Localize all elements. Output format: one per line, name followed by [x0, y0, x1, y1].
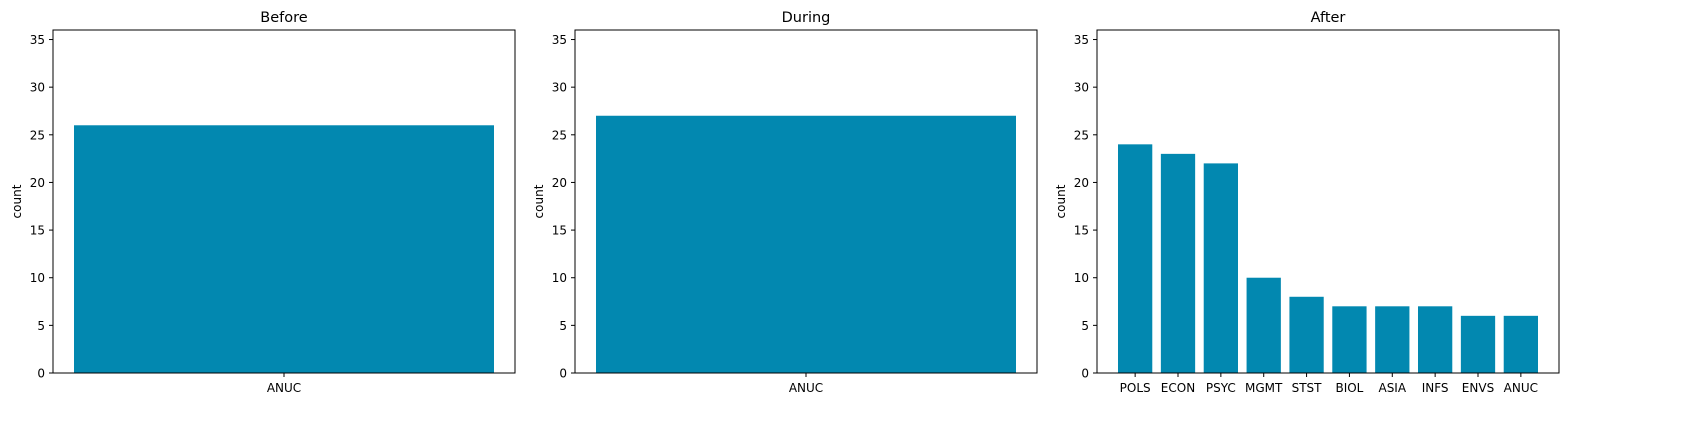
plot-frame — [52, 29, 516, 374]
chart-panel-3: POLS ECON PSYC MGMT STST BIOL ASIA INFS ENVS ANUC… — [1054, 10, 1560, 395]
x-tick-label: ANUC — [1504, 381, 1538, 395]
bar-envs — [1460, 315, 1496, 373]
x-tick-label: INFS — [1422, 381, 1449, 395]
y-tick-label: 35 — [552, 33, 567, 47]
y-tick-label: 5 — [559, 319, 567, 333]
y-tick-label: 15 — [1074, 224, 1089, 238]
bar-stst — [1289, 296, 1324, 373]
y-tick-label: 30 — [1074, 81, 1089, 95]
y-axis-label: count — [1054, 184, 1068, 218]
y-tick-label: 5 — [1081, 319, 1089, 333]
bar-pols — [1118, 144, 1153, 373]
y-tick-label: 20 — [552, 176, 567, 190]
x-tick-label: ENVS — [1462, 381, 1494, 395]
chart-title: After — [1311, 10, 1346, 26]
bars — [74, 125, 494, 374]
plot-frame — [574, 29, 1038, 374]
x-tick-label: ECON — [1161, 381, 1195, 395]
bar-asia — [1375, 306, 1410, 373]
bar-psyc — [1203, 163, 1238, 373]
y-tick-label: 25 — [552, 128, 567, 142]
y-tick-label: 20 — [30, 176, 45, 190]
y-tick-label: 10 — [552, 271, 567, 285]
x-tick-label: ASIA — [1378, 381, 1406, 395]
y-tick-label: 10 — [1074, 271, 1089, 285]
bar-anuc — [74, 125, 494, 374]
chart-panel-1: ANUC 0 5 10 15 20 25 30 35 Before count — [10, 10, 516, 395]
y-tick-label: 20 — [1074, 176, 1089, 190]
y-tick-label: 15 — [552, 224, 567, 238]
bars — [596, 115, 1016, 373]
chart-panel-2: ANUC 0 5 10 15 20 25 30 35 During count — [532, 10, 1038, 395]
y-tick-label: 5 — [37, 319, 45, 333]
x-tick-label: MGMT — [1245, 381, 1283, 395]
bar-mgmt — [1246, 277, 1281, 373]
y-tick-label: 0 — [559, 367, 567, 381]
y-axis-label: count — [532, 184, 546, 218]
x-tick-label: ANUC — [267, 381, 301, 395]
y-tick-label: 15 — [30, 224, 45, 238]
bars — [1118, 144, 1538, 373]
bar-biol — [1332, 306, 1367, 373]
y-tick-label: 25 — [1074, 128, 1089, 142]
chart-title: Before — [260, 10, 307, 26]
y-tick-label: 30 — [552, 81, 567, 95]
y-tick-label: 0 — [1081, 367, 1089, 381]
plot-frame — [1096, 29, 1560, 374]
x-tick-label: STST — [1292, 381, 1323, 395]
x-tick-label: BIOL — [1335, 381, 1363, 395]
chart-title: During — [782, 10, 831, 26]
x-tick-label: PSYC — [1206, 381, 1236, 395]
x-tick-label: ANUC — [789, 381, 823, 395]
y-tick-label: 10 — [30, 271, 45, 285]
bar-anuc — [1503, 315, 1538, 373]
bar-anuc — [596, 115, 1016, 373]
bar-infs — [1418, 306, 1453, 373]
y-axis-label: count — [10, 184, 24, 218]
bar-econ — [1160, 153, 1196, 373]
y-tick-label: 30 — [30, 81, 45, 95]
y-tick-label: 35 — [1074, 33, 1089, 47]
y-tick-label: 0 — [37, 367, 45, 381]
y-tick-label: 35 — [30, 33, 45, 47]
y-tick-label: 25 — [30, 128, 45, 142]
x-tick-label: POLS — [1120, 381, 1151, 395]
